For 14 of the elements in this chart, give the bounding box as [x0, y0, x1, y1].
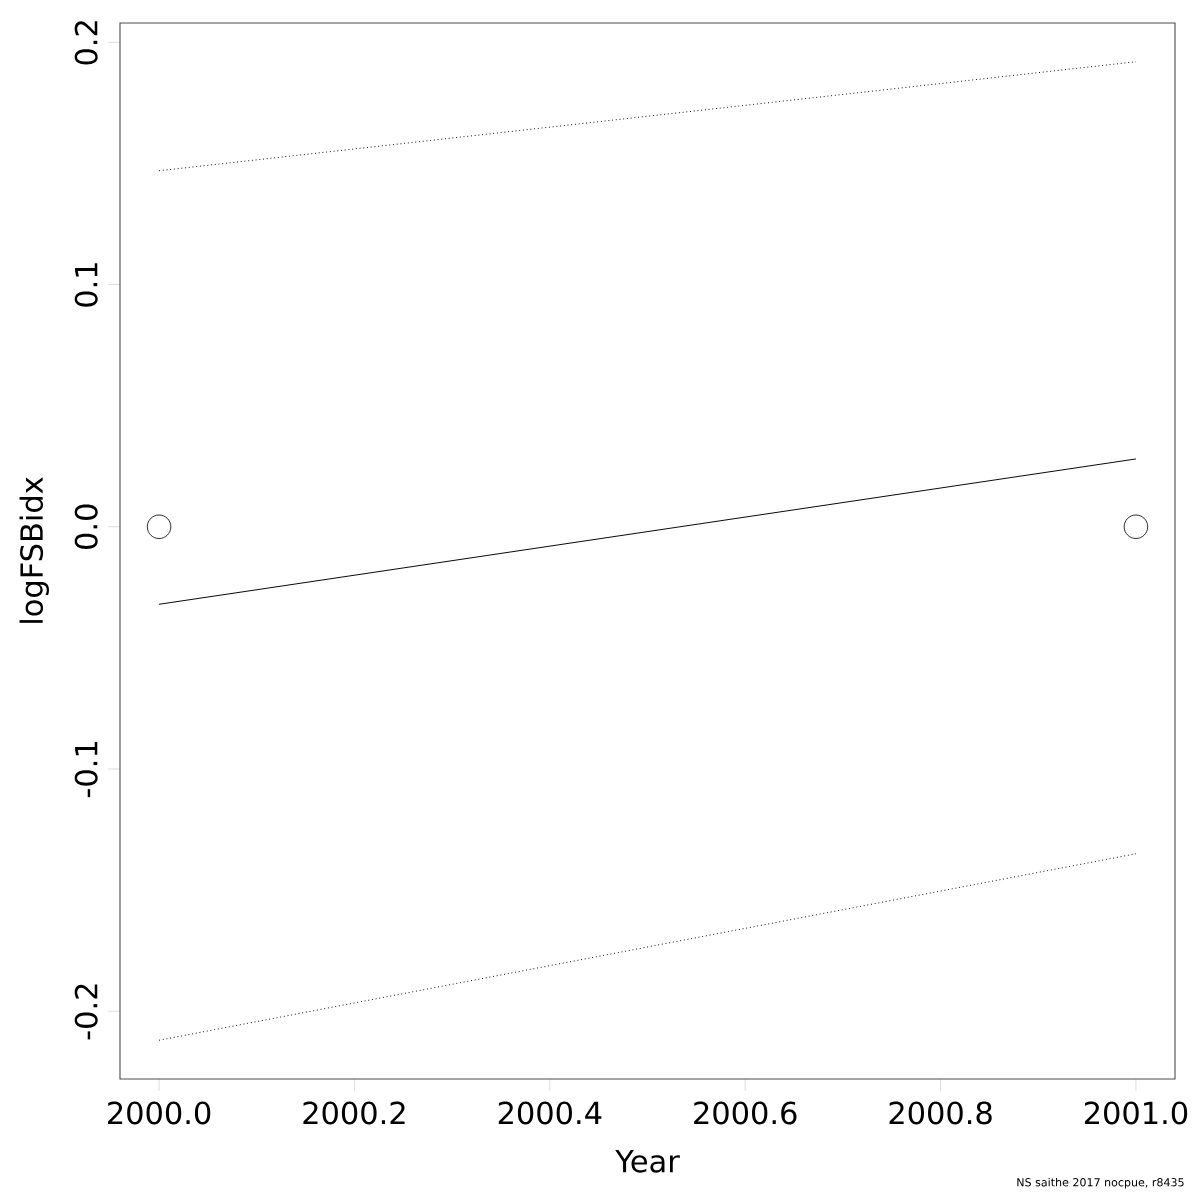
x-tick-label: 2000.0 — [108, 1101, 211, 1125]
y-axis-title: logFSBidx — [19, 477, 49, 623]
x-tick-label: 2000.6 — [694, 1101, 797, 1125]
y-tick-label: 0.0 — [74, 504, 98, 549]
y-tick-label: -0.2 — [74, 984, 98, 1040]
y-tick-label: -0.1 — [74, 742, 98, 798]
x-tick-label: 2000.2 — [303, 1101, 405, 1125]
x-axis-title: Year — [615, 1150, 680, 1173]
x-tick-label: 2000.8 — [889, 1101, 992, 1125]
x-tick-label: 2001.0 — [1084, 1101, 1188, 1125]
x-tick-label: 2000.4 — [498, 1101, 602, 1125]
y-tick-label: 0.2 — [74, 21, 98, 65]
text: NS saithe 2017 nocpue, r8435 — [1017, 1177, 1184, 1189]
y-tick-label: 0.1 — [74, 263, 98, 307]
